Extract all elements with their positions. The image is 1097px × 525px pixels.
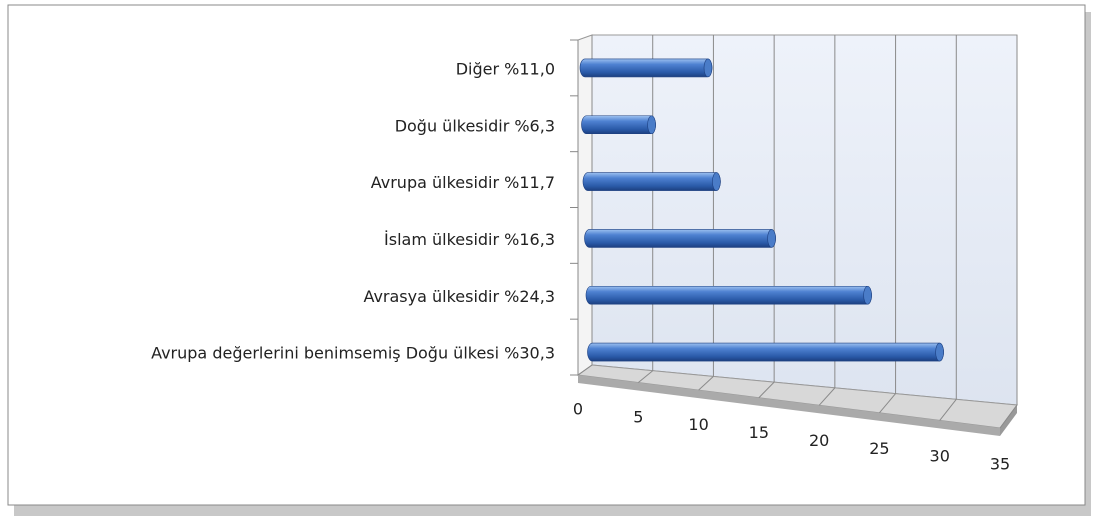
floor-grid-line	[758, 381, 775, 399]
side-wall	[577, 34, 593, 376]
floor-grid-line	[999, 404, 1018, 429]
x-tick-label: 30	[930, 447, 950, 466]
x-tick-label: 5	[633, 407, 643, 426]
bar-cap	[935, 342, 944, 362]
x-tick-label: 10	[688, 415, 708, 434]
y-tick-label: Avrupa değerlerini benimsemiş Doğu ülkes…	[151, 344, 555, 363]
x-tick-label: 0	[573, 400, 583, 419]
floor-edge	[1000, 405, 1017, 436]
y-tick-label: Diğer %11,0	[456, 59, 555, 78]
bar-cap	[712, 172, 721, 191]
bar	[585, 285, 872, 305]
x-tick-label: 25	[869, 439, 889, 458]
y-tick-label: Doğu ülkesidir %6,3	[395, 116, 555, 135]
floor-grid-line	[637, 370, 654, 383]
bar	[579, 58, 713, 78]
floor-grid-line	[818, 387, 836, 406]
floor-grid-line	[698, 376, 714, 391]
bar-cap	[703, 58, 713, 78]
bar	[587, 342, 944, 362]
bar-cap	[647, 115, 656, 135]
x-tick-label: 20	[809, 431, 829, 450]
bar	[581, 115, 656, 135]
bar	[584, 229, 776, 248]
x-tick-label: 35	[990, 455, 1010, 474]
bar-cap	[767, 229, 776, 248]
floor-front	[578, 375, 1000, 436]
floor-grid-line	[939, 398, 957, 421]
floor-grid-line	[879, 393, 896, 414]
y-tick-label: Avrupa ülkesidir %11,7	[371, 173, 555, 192]
bar	[582, 172, 721, 191]
floor-grid-line	[577, 364, 593, 376]
x-tick-label: 15	[749, 423, 769, 442]
y-tick-label: Avrasya ülkesidir %24,3	[363, 287, 555, 306]
bar-cap	[863, 285, 872, 305]
y-tick-label: İslam ülkesidir %16,3	[384, 230, 555, 249]
